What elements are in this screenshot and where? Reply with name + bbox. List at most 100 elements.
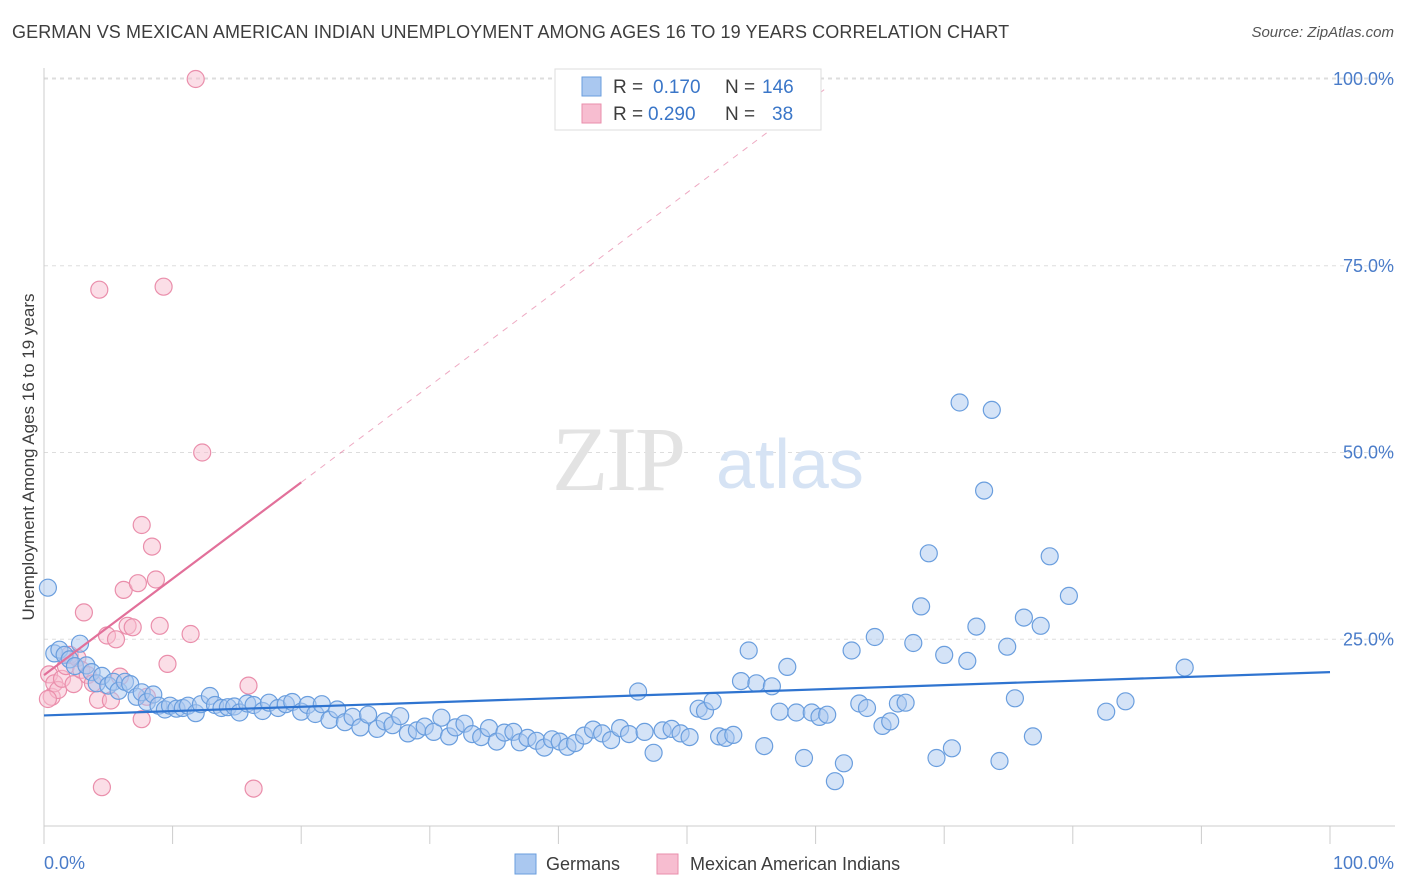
grid [44, 77, 1395, 640]
german-point-126 [967, 617, 986, 636]
y-tick-labels: 25.0% 50.0% 75.0% 100.0% [1333, 69, 1394, 649]
german-point-83 [628, 682, 648, 701]
x-tick-label-min: 0.0% [44, 853, 85, 873]
german-point-120 [919, 544, 938, 563]
mexican-point-25 [132, 515, 151, 535]
german-point-59 [432, 708, 451, 727]
german-point-50 [359, 705, 378, 724]
watermark-atlas: atlas [716, 425, 864, 503]
german-point-82 [619, 724, 639, 744]
y-tick-label-75: 75.0% [1343, 256, 1394, 276]
mexican-point-34 [193, 443, 212, 462]
german-point-137 [1097, 702, 1116, 721]
trend-line-mexican-extension [300, 86, 829, 483]
watermark: ZIP atlas [552, 408, 864, 510]
german-point-98 [747, 674, 766, 693]
x-tick-label-max: 100.0% [1333, 853, 1394, 873]
x-ticks [43, 826, 1331, 844]
legend-r-label-2: R = [613, 104, 643, 125]
mexican-point-10 [74, 603, 94, 622]
german-point-54 [391, 707, 410, 726]
german-point-102 [778, 657, 797, 677]
series-legend: Germans Mexican American Indians [514, 853, 900, 875]
german-point-119 [911, 597, 931, 616]
legend-n-value-1: 146 [762, 77, 794, 98]
german-point-123 [942, 739, 962, 758]
german-point-100 [762, 677, 782, 696]
german-point-0 [38, 578, 58, 597]
legend-n-label-2: N = [725, 104, 755, 125]
german-point-139 [1175, 658, 1194, 677]
bottom-legend-swatch-germans [514, 853, 537, 875]
german-point-138 [1116, 692, 1135, 711]
mexican-point-15 [92, 778, 112, 797]
legend-r-value-1: 0.170 [653, 77, 701, 98]
german-point-131 [1005, 689, 1025, 708]
source-label: Source: ZipAtlas.com [1251, 24, 1394, 41]
german-point-130 [998, 637, 1017, 656]
german-point-125 [958, 651, 977, 671]
watermark-zip: ZIP [552, 408, 684, 510]
mexican-point-37 [38, 689, 58, 709]
german-point-92 [703, 692, 722, 711]
german-point-117 [896, 693, 915, 712]
mexican-point-35 [239, 676, 258, 695]
mexican-point-22 [123, 618, 142, 637]
german-point-129 [990, 751, 1009, 771]
german-point-118 [904, 633, 923, 653]
mexican-point-24 [132, 710, 151, 729]
mexican-point-33 [186, 69, 205, 89]
german-point-132 [1014, 608, 1034, 627]
mexican-point-31 [158, 654, 177, 674]
legend-swatch-germans [581, 76, 602, 97]
chart-title: GERMAN VS MEXICAN AMERICAN INDIAN UNEMPL… [12, 22, 1010, 42]
german-point-128 [982, 400, 1001, 419]
german-point-107 [818, 705, 837, 724]
german-point-6 [70, 634, 90, 653]
german-point-103 [787, 703, 806, 722]
german-point-124 [950, 393, 969, 412]
german-point-121 [927, 748, 946, 768]
series-germans [38, 393, 1194, 791]
mexican-point-36 [244, 779, 263, 798]
legend-swatch-mexican [581, 103, 602, 124]
german-point-99 [755, 736, 774, 756]
german-point-112 [857, 698, 877, 718]
stats-legend: R = 0.170 N = 146 R = 0.290 N = 38 [554, 68, 822, 131]
mexican-point-7 [64, 674, 83, 694]
mexican-point-30 [154, 277, 173, 296]
german-point-134 [1031, 616, 1050, 635]
german-point-96 [731, 671, 751, 691]
german-point-127 [974, 481, 994, 500]
german-point-136 [1059, 586, 1079, 606]
bottom-legend-swatch-mexican [656, 853, 679, 875]
mexican-point-14 [90, 280, 109, 299]
mexican-point-29 [150, 616, 169, 635]
mexican-point-28 [146, 570, 165, 589]
german-point-44 [312, 695, 331, 714]
german-point-133 [1023, 727, 1043, 746]
bottom-legend-label-mexican: Mexican American Indians [690, 854, 900, 874]
mexican-point-32 [181, 624, 200, 644]
trend-lines [43, 86, 1331, 717]
trend-line-mexican [43, 481, 302, 676]
german-point-135 [1040, 547, 1059, 566]
german-point-108 [825, 772, 845, 791]
german-point-97 [739, 641, 758, 660]
german-point-109 [834, 754, 854, 773]
legend-r-value-2: 0.290 [648, 104, 696, 125]
mexican-point-27 [142, 537, 162, 556]
legend-n-label-1: N = [725, 77, 755, 98]
y-tick-label-50: 50.0% [1343, 443, 1394, 463]
mexican-point-23 [128, 574, 147, 593]
y-tick-label-25: 25.0% [1343, 629, 1394, 649]
german-point-115 [881, 712, 900, 731]
legend-r-label-1: R = [613, 77, 643, 98]
german-point-89 [680, 727, 699, 747]
bottom-legend-label-germans: Germans [546, 854, 620, 874]
german-point-95 [724, 725, 743, 745]
german-point-101 [770, 702, 789, 721]
german-point-104 [794, 748, 814, 768]
german-point-113 [865, 627, 884, 647]
